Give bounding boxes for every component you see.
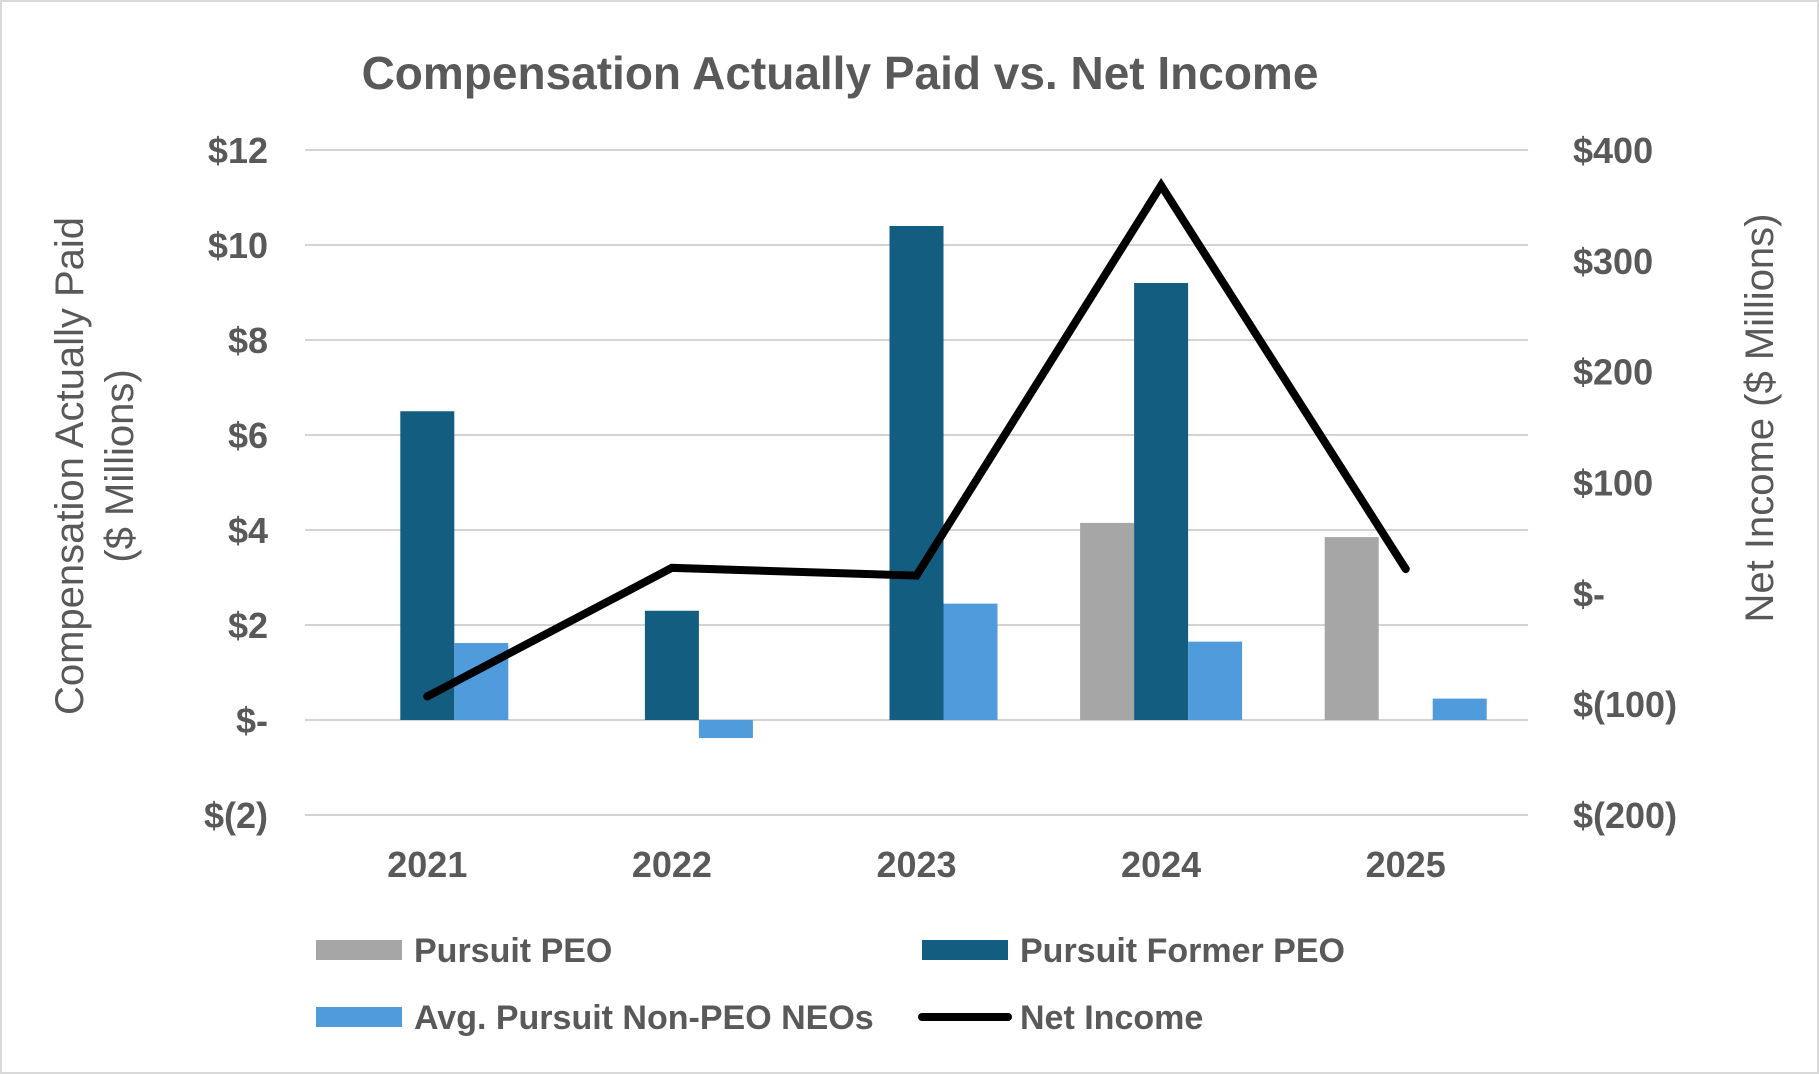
x-tick-label-2022: 2022 [632,844,712,885]
bar-pursuit-former-peo-2024 [1134,283,1189,720]
left-axis-ticks: $12 $10 $8 $6 $4 $2 $- $(2) [204,130,268,836]
net-income-point-2022 [667,563,676,572]
bar-avg-pursuit-non-peo-neos-2024 [1188,641,1243,720]
x-tick-label-2025: 2025 [1366,844,1446,885]
left-tick-label: $10 [208,225,268,266]
x-tick-label-2024: 2024 [1121,844,1201,885]
legend-label-net-income: Net Income [1020,999,1203,1037]
right-tick-label: $- [1573,573,1605,614]
left-tick-label: $4 [228,510,268,551]
bar-avg-pursuit-non-peo-neos-2022 [698,720,753,739]
left-axis-label: Compensation Actually Paid [48,217,92,715]
left-tick-label: $6 [228,415,268,456]
legend-swatch-pursuit-former-peo [922,940,1008,960]
right-axis-label: Net Income ($ Millions) [1738,213,1782,622]
bar-pursuit-former-peo-2021 [400,411,455,720]
bars [400,226,1487,739]
legend-swatch-avg-pursuit-non-peo-neos [316,1007,402,1027]
right-tick-label: $100 [1573,463,1653,504]
bar-pursuit-peo-2024 [1080,522,1135,720]
left-tick-label: $- [236,700,268,741]
right-tick-label: $400 [1573,130,1653,171]
left-tick-label: $2 [228,605,268,646]
legend-label-avg-pursuit-non-peo-neos: Avg. Pursuit Non-PEO NEOs [414,999,874,1037]
left-tick-label: $12 [208,130,268,171]
right-tick-label: $300 [1573,241,1653,282]
legend: Pursuit PEO Pursuit Former PEO Avg. Pursui… [316,932,1345,1037]
net-income-point-2025 [1401,564,1410,573]
net-income-line-group [423,177,1410,701]
legend-swatch-pursuit-peo [316,940,402,960]
bar-avg-pursuit-non-peo-neos-2023 [943,603,998,720]
bar-pursuit-former-peo-2022 [644,610,699,720]
x-tick-label-2023: 2023 [876,844,956,885]
bar-pursuit-former-peo-2023 [889,226,944,720]
bar-avg-pursuit-non-peo-neos-2025 [1432,698,1487,720]
right-axis-ticks: $400 $300 $200 $100 $- $(100) $(200) [1573,130,1677,836]
net-income-point-2024 [1157,181,1166,190]
bar-pursuit-peo-2025 [1324,537,1379,720]
right-tick-label: $(200) [1573,795,1677,836]
legend-label-pursuit-former-peo: Pursuit Former PEO [1020,932,1345,970]
net-income-point-2023 [912,571,921,580]
legend-label-pursuit-peo: Pursuit PEO [414,932,612,970]
x-axis-ticks: 2021 2022 2023 2024 2025 [387,844,1445,885]
chart-title: Compensation Actually Paid vs. Net Incom… [362,47,1319,99]
right-tick-label: $(100) [1573,684,1677,725]
x-tick-label-2021: 2021 [387,844,467,885]
left-tick-label: $8 [228,320,268,361]
net-income-point-2021 [423,692,432,701]
left-axis-label-units: ($ Millions) [98,369,142,562]
right-tick-label: $200 [1573,352,1653,393]
left-tick-label: $(2) [204,795,268,836]
